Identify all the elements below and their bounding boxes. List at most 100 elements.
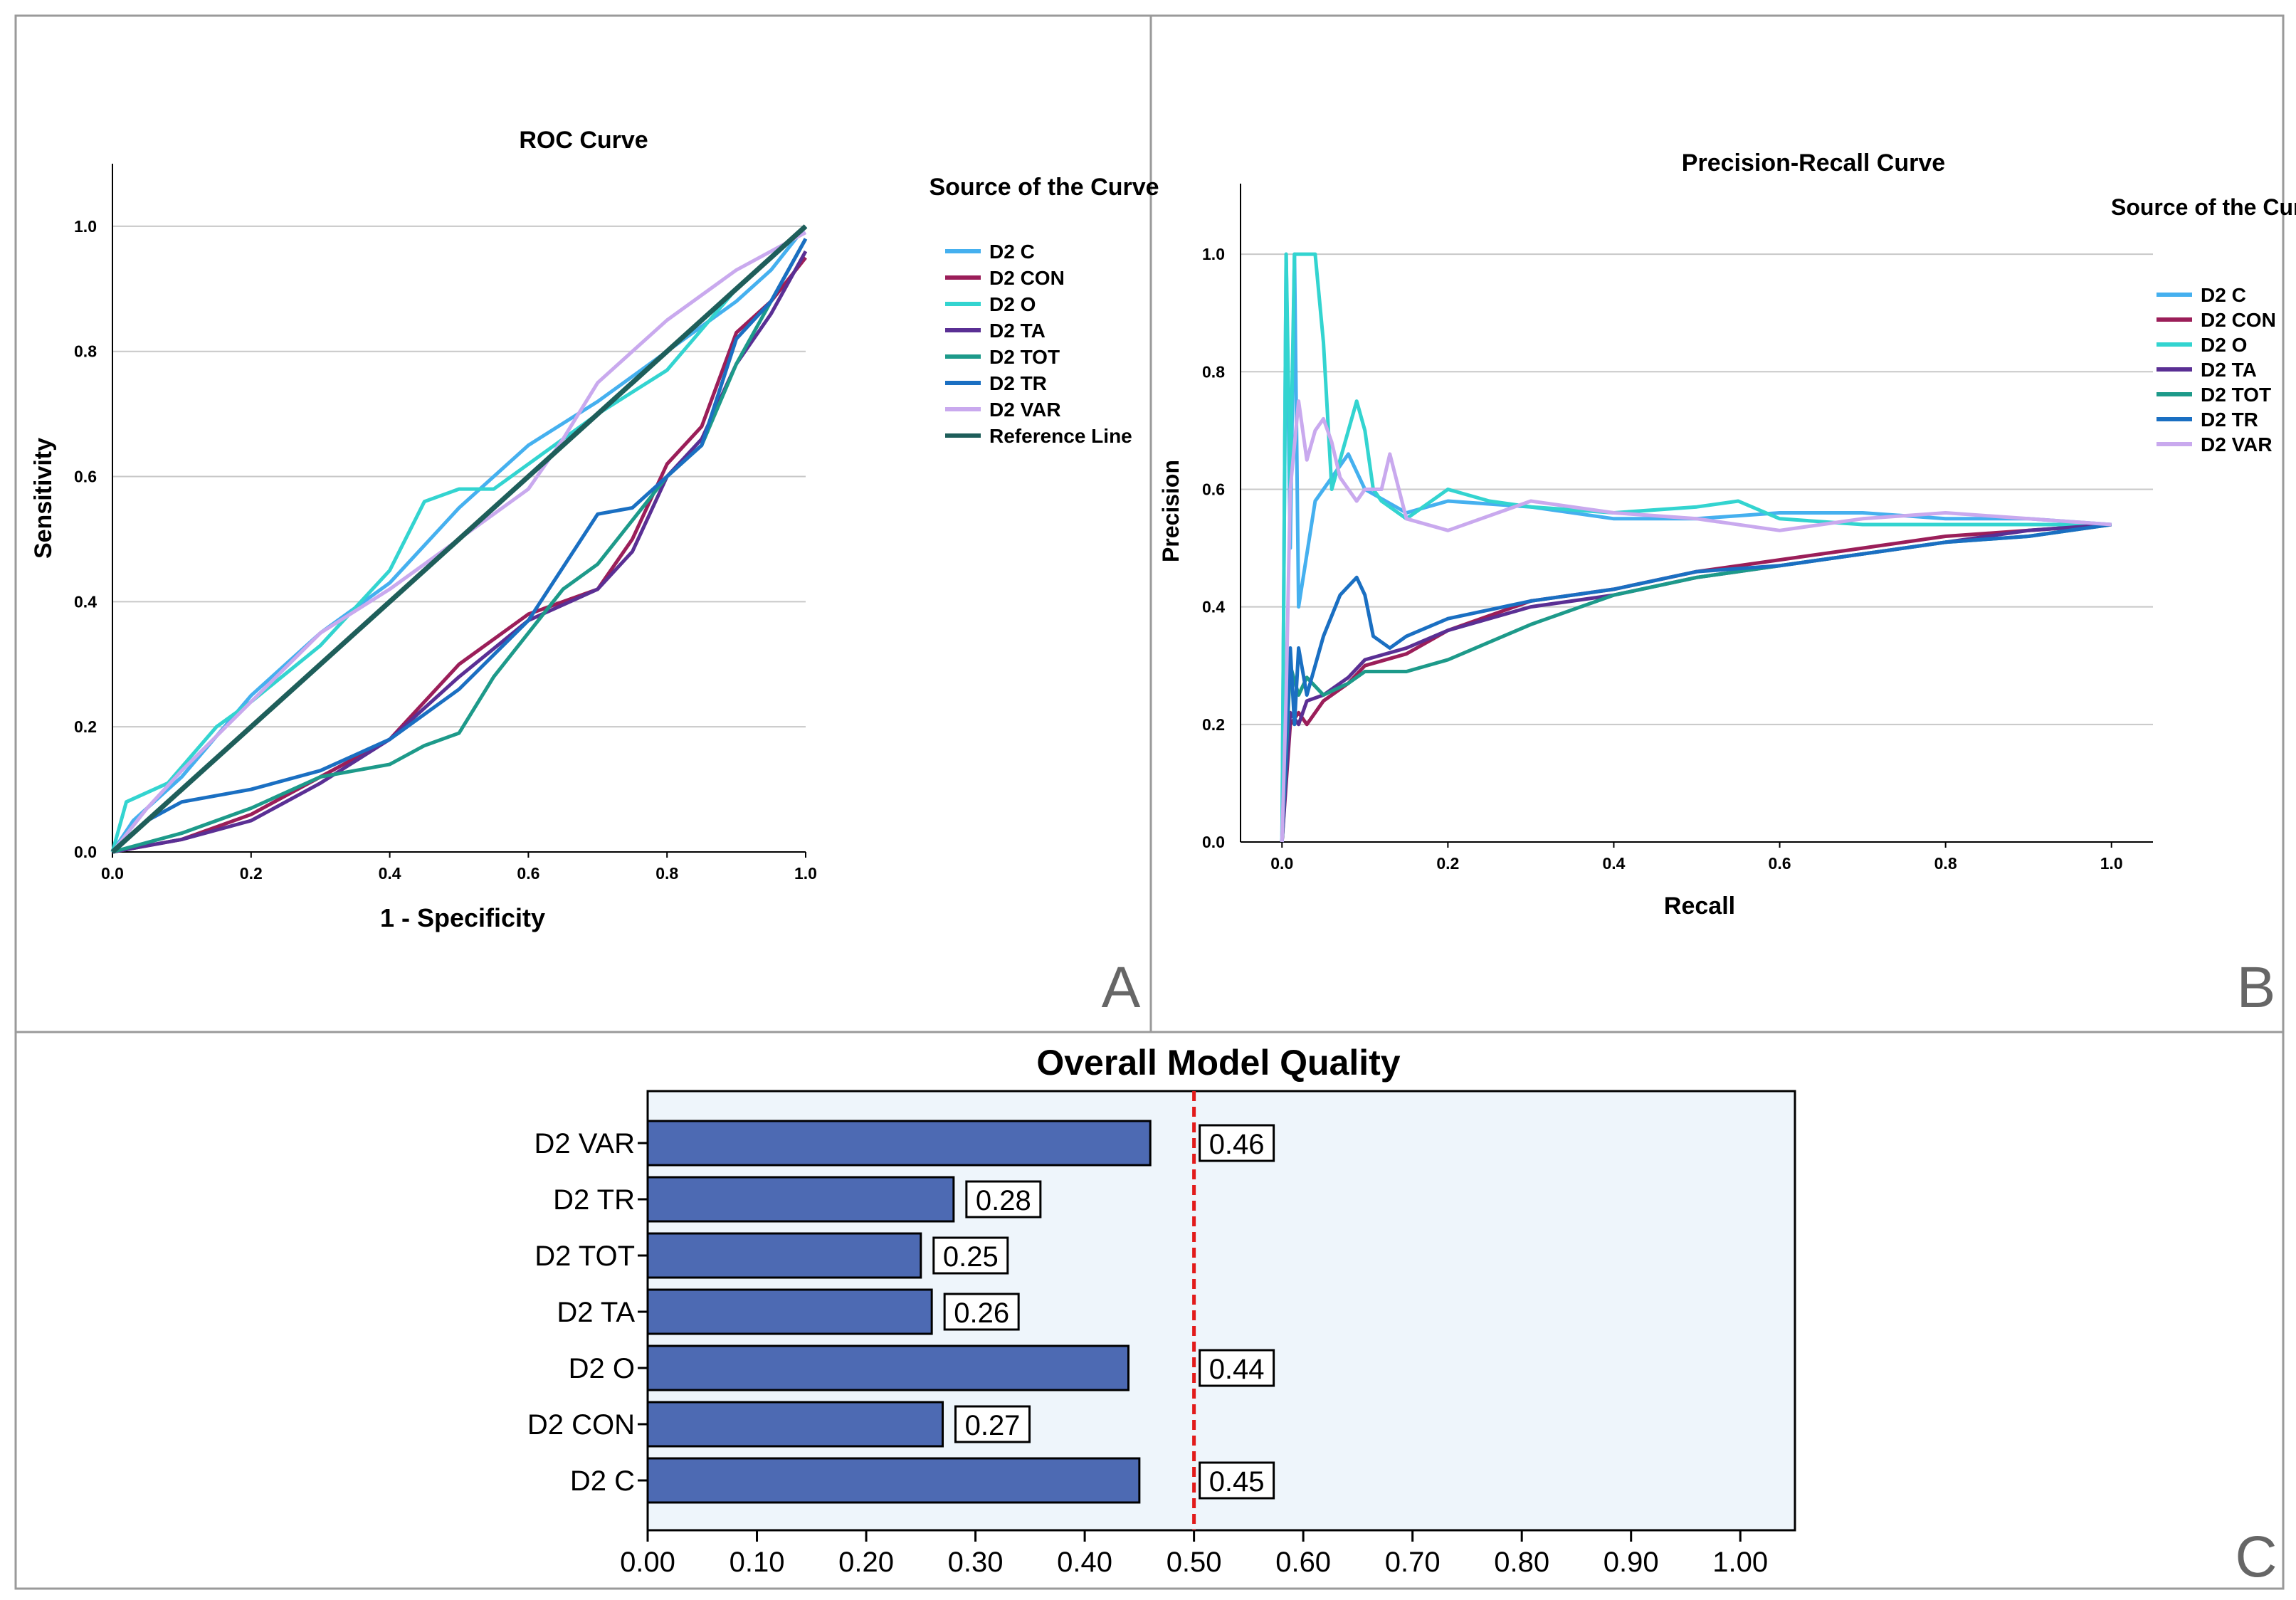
- bar-d2-o: [646, 1344, 1130, 1391]
- roc-legend-entry: D2 TR: [989, 372, 1047, 394]
- value-label-d2-tot: 0.25: [932, 1236, 1009, 1275]
- value-label-d2-o: 0.44: [1199, 1349, 1275, 1387]
- roc-tick-labels: 0.0 0.2 0.4 0.6 0.8 1.0 0.0 0.2 0.4 0.6 0.8 1.0: [74, 217, 817, 883]
- roc-legend-entry: D2 TA: [989, 320, 1046, 342]
- roc-line-d2-tr: [111, 238, 808, 853]
- value-label-box: [1199, 1461, 1275, 1500]
- x-tick-label: 0.30: [948, 1547, 1004, 1578]
- pr-y-tick-label: 0.4: [1202, 598, 1225, 616]
- roc-line-d2-o: [110, 225, 807, 853]
- pr-series: [1280, 252, 2112, 843]
- value-label-box: [932, 1236, 1009, 1275]
- roc-x-tick-label: 0.2: [240, 864, 263, 883]
- value-label-text: 0.28: [976, 1185, 1031, 1216]
- pr-legend-entry: D2 C: [2201, 284, 2246, 306]
- x-tick-label: 0.80: [1494, 1547, 1549, 1578]
- bar-d2-var: [646, 1120, 1152, 1167]
- pr-tick-labels: 0.0 0.2 0.4 0.6 0.8 1.0 0.0 0.2 0.4 0.6 0.8 1.0: [1202, 245, 2123, 873]
- pr-y-tick-label: 0.8: [1202, 362, 1225, 381]
- quality-title: Overall Model Quality: [1036, 1043, 1400, 1083]
- value-label-box: [1199, 1349, 1275, 1387]
- pr-legend-entry: D2 TR: [2201, 409, 2258, 431]
- x-tick-label: 0.20: [838, 1547, 894, 1578]
- pr-y-axis-label: Precision: [1158, 460, 1184, 562]
- roc-legend-entry: D2 TOT: [989, 346, 1060, 368]
- roc-line-reference-line: [110, 224, 808, 854]
- roc-legend-entry: D2 C: [989, 241, 1035, 263]
- pr-line-d2-o: [1280, 252, 2112, 843]
- pr-y-tick-label: 0.2: [1202, 715, 1225, 734]
- category-label: D2 C: [570, 1465, 635, 1497]
- x-tick-label: 0.00: [620, 1547, 675, 1578]
- roc-x-tick-label: 0.8: [655, 864, 678, 883]
- value-label-text: 0.27: [965, 1410, 1021, 1441]
- roc-x-axis-label: 1 - Specificity: [380, 903, 545, 932]
- x-tick-label: 1.00: [1712, 1547, 1768, 1578]
- bar-d2-tr: [646, 1176, 955, 1223]
- bar-d2-tot: [646, 1232, 922, 1279]
- pr-legend-entry: D2 TOT: [2201, 384, 2271, 406]
- roc-x-tick-label: 1.0: [794, 864, 817, 883]
- pr-x-tick-label: 0.0: [1270, 854, 1293, 873]
- value-label-box: [943, 1293, 1020, 1331]
- x-tick-label: 0.10: [730, 1547, 785, 1578]
- pr-axes: [1240, 184, 2153, 848]
- value-label-box: [954, 1405, 1031, 1443]
- panel-label-c: C: [2235, 1525, 2277, 1589]
- pr-x-tick-label: 0.2: [1436, 854, 1459, 873]
- pr-x-tick-label: 0.6: [1769, 854, 1791, 873]
- category-label: D2 O: [569, 1353, 635, 1384]
- pr-gridlines: [1241, 253, 2153, 725]
- roc-legend-entry: D2 VAR: [989, 399, 1061, 421]
- pr-title: Precision-Recall Curve: [1682, 149, 1945, 177]
- quality-axis: D2 VAR D2 TR D2 TOT D2 TA D2 O D2 CON D2 C 0.00…: [527, 1128, 1768, 1578]
- roc-line-d2-ta: [112, 250, 808, 854]
- roc-y-tick-label: 0.4: [74, 592, 97, 611]
- value-label-text: 0.25: [943, 1241, 999, 1273]
- pr-y-tick-label: 1.0: [1202, 245, 1225, 263]
- value-label-text: 0.46: [1209, 1129, 1265, 1160]
- panel-label-b: B: [2237, 955, 2276, 1020]
- pr-legend-title: Source of the Curve: [2111, 194, 2296, 220]
- pr-panel: Precision-Recall Curve 0.0 0.2 0.4 0.6 0.8 1.…: [1158, 149, 2296, 1020]
- x-tick-label: 0.90: [1603, 1547, 1659, 1578]
- quality-bars: [646, 1120, 1152, 1504]
- pr-x-tick-label: 0.4: [1602, 854, 1625, 873]
- roc-y-axis-label: Sensitivity: [30, 438, 57, 559]
- value-label-d2-c: 0.45: [1199, 1461, 1275, 1500]
- x-tick-label: 0.70: [1385, 1547, 1441, 1578]
- roc-y-tick-label: 0.0: [74, 843, 97, 861]
- pr-line-d2-tr: [1280, 522, 2112, 843]
- roc-legend-entry: D2 O: [989, 293, 1036, 315]
- value-label-d2-var: 0.46: [1199, 1124, 1275, 1162]
- roc-line-d2-con: [112, 256, 807, 854]
- quality-value-labels: 0.46 0.28 0.25 0.26 0.44 0.27 0.45: [932, 1124, 1275, 1500]
- roc-series: [110, 224, 808, 854]
- roc-legend: D2 C D2 CON D2 O D2 TA D2 TOT D2 TR D2 VAR Refe…: [945, 241, 1132, 447]
- roc-x-tick-label: 0.6: [517, 864, 539, 883]
- x-tick-label: 0.50: [1167, 1547, 1222, 1578]
- pr-x-tick-label: 1.0: [2100, 854, 2123, 873]
- value-label-d2-ta: 0.26: [943, 1293, 1020, 1331]
- pr-line-d2-c: [1280, 252, 2112, 843]
- bar-d2-con: [646, 1401, 944, 1448]
- x-tick-label: 0.40: [1057, 1547, 1112, 1578]
- value-label-box: [1199, 1124, 1275, 1162]
- value-label-box: [965, 1180, 1042, 1219]
- roc-legend-entry: Reference Line: [989, 425, 1132, 447]
- roc-x-tick-label: 0.4: [379, 864, 401, 883]
- bar-d2-c: [646, 1457, 1141, 1504]
- pr-y-tick-label: 0.0: [1202, 833, 1225, 851]
- category-label: D2 TR: [553, 1184, 635, 1216]
- category-label: D2 CON: [527, 1409, 635, 1441]
- panel-borders: [14, 14, 2285, 1590]
- roc-axes: [112, 164, 806, 858]
- pr-line-d2-var: [1280, 399, 2112, 843]
- roc-panel: ROC Curve 0.0 0.2 0.4 0.6 0.8 1.0 0.0 0.2 0.4 0.6…: [30, 127, 1159, 1020]
- roc-line-d2-tot: [112, 238, 808, 854]
- value-label-text: 0.45: [1209, 1466, 1265, 1498]
- roc-y-tick-label: 1.0: [74, 217, 97, 236]
- value-label-d2-con: 0.27: [954, 1405, 1031, 1443]
- pr-x-tick-label: 0.8: [1934, 854, 1957, 873]
